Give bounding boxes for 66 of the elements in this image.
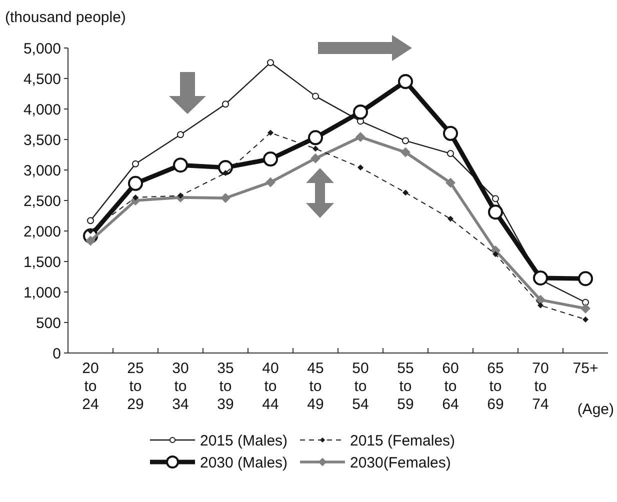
point (177, 131, 184, 138)
point (132, 160, 139, 168)
x-tick-label: 70 to 74 (532, 360, 549, 413)
y-tick-label: 5,000 (23, 40, 61, 58)
y-tick-label: 3,000 (23, 162, 61, 180)
x-tick-label: 20 to 24 (82, 360, 99, 413)
y-tick-label: 1,000 (23, 284, 61, 302)
point (312, 146, 318, 152)
point (446, 178, 456, 188)
point (442, 126, 458, 141)
point (580, 303, 590, 314)
y-tick-label: 2,000 (23, 223, 61, 240)
x-axis-title: (Age) (577, 401, 614, 418)
point (352, 104, 368, 120)
x-tick-label: 40 to 44 (262, 360, 279, 413)
point (220, 193, 230, 204)
legend-label: 2030 (Males) (200, 454, 288, 472)
point (128, 176, 144, 191)
legend-label: 2030(Females) (350, 454, 451, 472)
x-tick-label: 35 to 39 (217, 360, 234, 413)
point (222, 100, 229, 108)
x-tick-label: 60 to 64 (442, 360, 459, 413)
point (266, 177, 276, 188)
x-tick-label: 55 to 59 (397, 360, 414, 413)
point (87, 217, 94, 224)
y-tick-label: 500 (36, 314, 61, 332)
point (402, 190, 408, 196)
x-tick-label: 50 to 54 (352, 360, 369, 413)
y-tick-label: 3,500 (23, 132, 61, 149)
point (402, 137, 409, 144)
point (356, 132, 366, 142)
point (578, 271, 594, 286)
point (312, 92, 319, 100)
x-tick-label: 45 to 49 (307, 360, 324, 413)
point (222, 170, 228, 176)
point (88, 228, 94, 234)
y-tick-label: 4,000 (23, 101, 61, 118)
point (398, 74, 414, 90)
point (262, 152, 278, 167)
point (172, 158, 188, 173)
point (400, 147, 410, 158)
x-tick-label: 65 to 69 (487, 360, 504, 413)
y-tick-label: 4,500 (23, 70, 61, 88)
y-tick-label: 2,500 (23, 192, 61, 210)
point (492, 251, 498, 258)
point (308, 130, 324, 146)
point (447, 150, 454, 158)
x-tick-label: 75+ (572, 360, 598, 377)
y-tick-label: 1,500 (23, 254, 61, 271)
point (132, 194, 138, 200)
point (492, 195, 499, 202)
point (582, 316, 588, 322)
point (310, 153, 320, 164)
point (358, 164, 364, 171)
legend-label: 2015 (Females) (350, 432, 456, 450)
y-tick-label: 0 (52, 345, 61, 362)
legend-label: 2015 (Males) (200, 432, 288, 450)
x-tick-label: 25 to 29 (127, 360, 144, 413)
x-tick-label: 30 to 34 (172, 360, 189, 413)
y-axis-title: (thousand people) (5, 9, 126, 26)
point (448, 216, 454, 222)
point (532, 270, 548, 286)
point (538, 302, 544, 308)
point (267, 59, 274, 66)
point (488, 204, 504, 220)
point (268, 130, 274, 136)
